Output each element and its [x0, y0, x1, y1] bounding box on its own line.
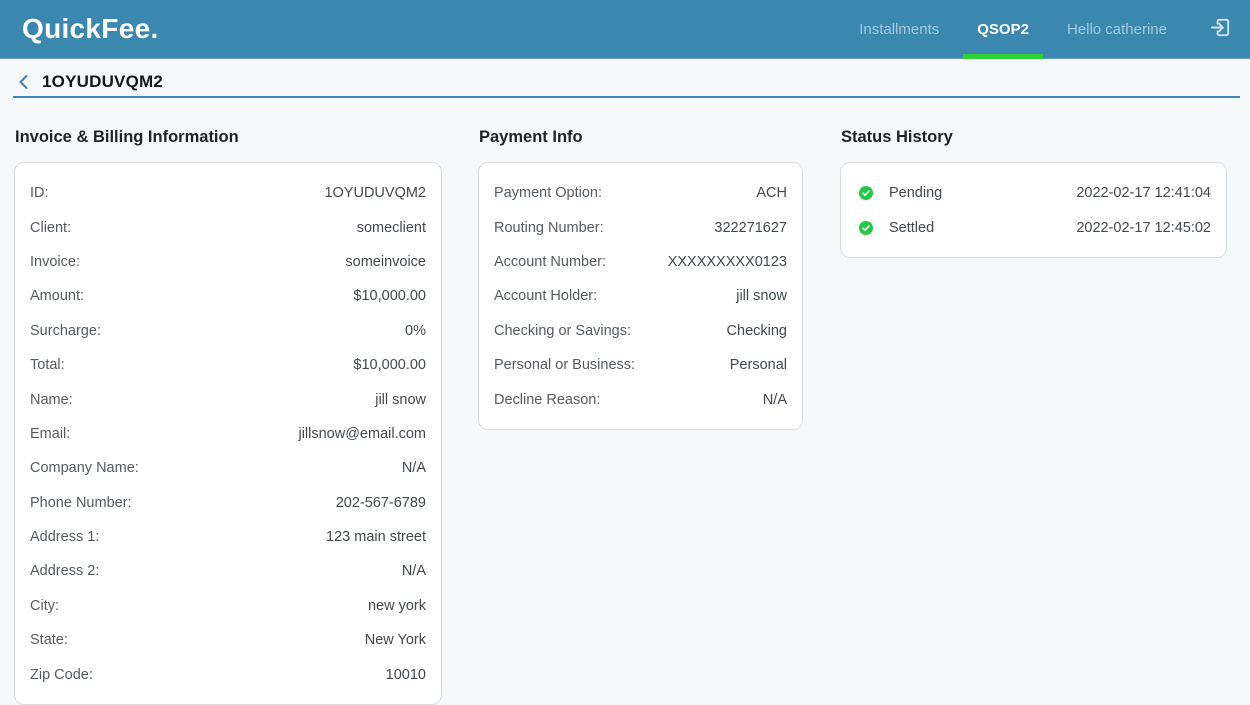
row-value: Checking: [726, 322, 787, 339]
info-row: Zip Code: 10010: [30, 657, 426, 691]
row-label: City:: [30, 597, 59, 614]
row-label: ID:: [30, 185, 49, 202]
row-label: Total:: [30, 357, 65, 374]
info-row: Account Number: XXXXXXXXX0123: [494, 245, 787, 279]
row-label: Invoice:: [30, 253, 80, 270]
row-value: 1OYUDUVQM2: [324, 185, 426, 202]
info-row: Phone Number: 202-567-6789: [30, 486, 426, 520]
row-label: Payment Option:: [494, 185, 602, 202]
status-label: Pending: [889, 185, 943, 202]
page-subheader: 1OYUDUVQM2: [0, 59, 1250, 98]
row-value: someinvoice: [345, 253, 426, 270]
status-history-card: Pending 2022-02-17 12:41:04 Settled 2022…: [840, 162, 1227, 258]
row-value: New York: [364, 632, 426, 649]
row-label: Account Holder:: [494, 288, 598, 305]
info-row: Account Holder: jill snow: [494, 279, 787, 313]
info-row: Client: someclient: [30, 210, 426, 244]
section-title-payment-info: Payment Info: [479, 128, 583, 146]
row-label: Phone Number:: [30, 494, 132, 511]
info-row: Decline Reason: N/A: [494, 382, 787, 416]
payment-info-card: Payment Option: ACH Routing Number: 3222…: [478, 162, 803, 430]
row-label: Address 2:: [30, 563, 100, 580]
row-label: Personal or Business:: [494, 357, 636, 374]
info-row: Amount: $10,000.00: [30, 279, 426, 313]
app-logo[interactable]: QuickFee.: [22, 13, 159, 44]
info-row: State: New York: [30, 623, 426, 657]
info-row: City: new york: [30, 589, 426, 623]
row-label: Checking or Savings:: [494, 322, 632, 339]
status-history-section: Status History Pending 2022-02-17 12:41:…: [840, 127, 1227, 258]
row-value: 322271627: [714, 219, 787, 236]
row-value: N/A: [401, 460, 426, 477]
row-value: $10,000.00: [353, 288, 426, 305]
row-value: jillsnow@email.com: [298, 425, 426, 442]
nav-item-user-greeting[interactable]: Hello catherine: [1066, 20, 1167, 38]
logout-icon: [1209, 16, 1232, 42]
row-label: Name:: [30, 391, 73, 408]
row-value: Personal: [729, 357, 787, 374]
info-row: Address 2: N/A: [30, 554, 426, 588]
info-row: Checking or Savings: Checking: [494, 314, 787, 348]
info-row: Name: jill snow: [30, 382, 426, 416]
status-timestamp: 2022-02-17 12:45:02: [1076, 219, 1211, 236]
info-row: Routing Number: 322271627: [494, 210, 787, 244]
info-row: Email: jillsnow@email.com: [30, 417, 426, 451]
row-value: someclient: [356, 219, 426, 236]
check-circle-icon: [859, 220, 873, 235]
info-row: Total: $10,000.00: [30, 348, 426, 382]
row-label: Client:: [30, 219, 72, 236]
main-nav: Installments QSOP2 Hello catherine: [835, 0, 1236, 59]
row-value: N/A: [762, 391, 787, 408]
nav-item-label: QSOP2: [977, 20, 1029, 38]
info-row: Address 1: 123 main street: [30, 520, 426, 554]
info-row: Personal or Business: Personal: [494, 348, 787, 382]
active-tab-underline: [963, 54, 1043, 59]
status-row: Settled 2022-02-17 12:45:02: [856, 210, 1211, 244]
status-row: Pending 2022-02-17 12:41:04: [856, 176, 1211, 210]
page-title: 1OYUDUVQM2: [42, 72, 164, 91]
row-label: Surcharge:: [30, 322, 101, 339]
logout-button[interactable]: [1205, 0, 1236, 58]
row-label: Decline Reason:: [494, 391, 601, 408]
row-label: Routing Number:: [494, 219, 604, 236]
info-row: Invoice: someinvoice: [30, 245, 426, 279]
row-value: $10,000.00: [353, 357, 426, 374]
info-row: Payment Option: ACH: [494, 176, 787, 210]
row-value: jill snow: [736, 288, 787, 305]
row-label: Address 1:: [30, 529, 100, 546]
row-value: 0%: [405, 322, 426, 339]
row-value: new york: [367, 597, 426, 614]
main-content: Invoice & Billing Information ID: 1OYUDU…: [0, 98, 1250, 705]
row-value: XXXXXXXXX0123: [667, 253, 787, 270]
status-timestamp: 2022-02-17 12:41:04: [1076, 185, 1211, 202]
row-label: Email:: [30, 425, 71, 442]
row-value: ACH: [756, 185, 787, 202]
row-value: 10010: [385, 666, 426, 683]
row-label: Amount:: [30, 288, 84, 305]
info-row: ID: 1OYUDUVQM2: [30, 176, 426, 210]
chevron-left-icon: [18, 74, 29, 93]
app-header: QuickFee. Installments QSOP2 Hello cathe…: [0, 0, 1250, 59]
invoice-billing-section: Invoice & Billing Information ID: 1OYUDU…: [14, 127, 442, 705]
row-label: State:: [30, 632, 68, 649]
back-button[interactable]: [16, 72, 31, 95]
row-value: 123 main street: [326, 529, 426, 546]
row-label: Account Number:: [494, 253, 607, 270]
check-circle-icon: [859, 186, 873, 201]
section-title-invoice-billing: Invoice & Billing Information: [15, 128, 239, 146]
section-title-status-history: Status History: [841, 128, 953, 146]
info-row: Surcharge: 0%: [30, 314, 426, 348]
invoice-billing-card: ID: 1OYUDUVQM2 Client: someclient Invoic…: [14, 162, 442, 705]
nav-item-qsop2[interactable]: QSOP2: [963, 0, 1043, 59]
status-label: Settled: [889, 219, 935, 236]
row-label: Company Name:: [30, 460, 139, 477]
payment-info-section: Payment Info Payment Option: ACH Routing…: [478, 127, 803, 430]
nav-item-installments[interactable]: Installments: [859, 20, 940, 38]
row-label: Zip Code:: [30, 666, 93, 683]
row-value: N/A: [401, 563, 426, 580]
row-value: 202-567-6789: [335, 494, 426, 511]
row-value: jill snow: [375, 391, 426, 408]
info-row: Company Name: N/A: [30, 451, 426, 485]
title-divider: 1OYUDUVQM2: [13, 71, 1240, 98]
